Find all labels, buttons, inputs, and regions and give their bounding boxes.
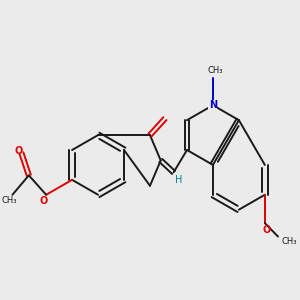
Text: N: N (209, 100, 217, 110)
Text: CH₃: CH₃ (208, 66, 223, 75)
Text: O: O (14, 146, 22, 157)
Text: O: O (40, 196, 48, 206)
Text: O: O (262, 225, 271, 235)
Text: CH₃: CH₃ (282, 236, 297, 245)
Text: H: H (175, 175, 183, 185)
Text: CH₃: CH₃ (1, 196, 16, 205)
